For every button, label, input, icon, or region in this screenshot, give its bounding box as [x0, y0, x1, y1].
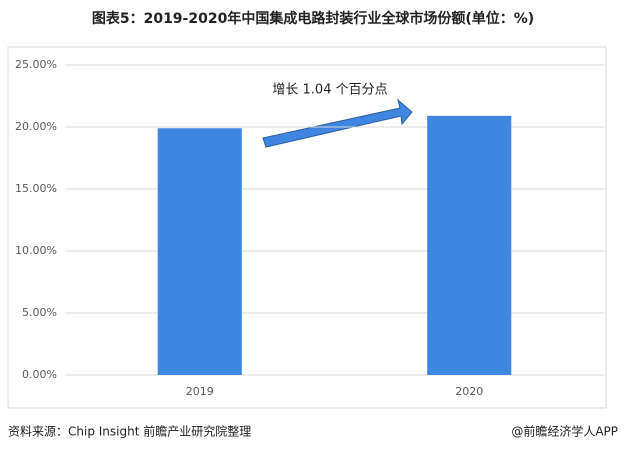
annotation: 增长 1.04 个百分点: [272, 83, 387, 98]
y-tick-label: 10.00%: [15, 244, 57, 257]
y-tick-label: 15.00%: [15, 182, 57, 195]
y-tick-label: 0.00%: [22, 368, 57, 381]
bar: [157, 128, 242, 375]
credit: @前瞻经济学人APP: [511, 424, 618, 439]
y-tick-label: 20.00%: [15, 120, 57, 133]
chart-title: 图表5：2019-2020年中国集成电路封装行业全球市场份额(单位：%): [92, 10, 534, 27]
x-tick-label: 2019: [186, 385, 214, 398]
plot-frame: [7, 46, 607, 409]
bar: [427, 115, 512, 375]
x-tick-label: 2020: [455, 385, 483, 398]
source: 资料来源：Chip Insight 前瞻产业研究院整理: [8, 424, 251, 439]
arrow: [262, 98, 413, 148]
y-tick-label: 25.00%: [15, 58, 57, 71]
y-tick-label: 5.00%: [22, 306, 57, 319]
